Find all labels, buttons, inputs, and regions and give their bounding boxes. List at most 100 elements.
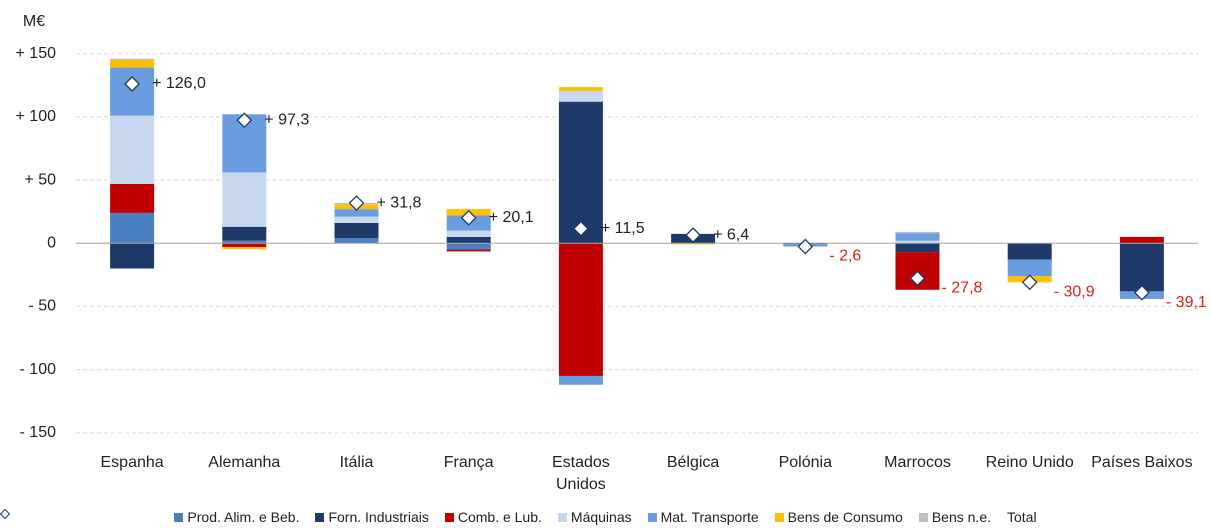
legend-item: Máquinas — [557, 509, 632, 525]
total-marker — [797, 238, 814, 255]
total-label: - 39,1 — [1166, 294, 1207, 311]
y-tick-label: + 150 — [16, 45, 57, 62]
legend-item: Forn. Industriais — [315, 509, 429, 525]
legend-label: Prod. Alim. e Beb. — [187, 509, 300, 525]
legend-swatch — [444, 512, 454, 522]
bar-segment — [1119, 243, 1164, 292]
bar-segment — [671, 243, 716, 245]
total-marker — [124, 76, 141, 92]
bar-segment — [558, 375, 603, 385]
legend-swatch — [918, 512, 928, 522]
total-label: + 97,3 — [264, 111, 309, 128]
legend-item: Mat. Transporte — [647, 509, 759, 525]
x-tick-label: Itália — [339, 454, 374, 471]
x-tick-label: França — [443, 454, 494, 471]
bar-segment — [1007, 243, 1052, 260]
legend-label: Mat. Transporte — [660, 509, 759, 525]
legend-item: Total — [0, 509, 1037, 525]
bar-segment — [334, 209, 379, 217]
x-tick-label: Reino Unido — [985, 454, 1074, 471]
legend-swatch — [647, 512, 657, 522]
total-marker — [236, 112, 253, 129]
bar-segment — [895, 240, 940, 244]
bar-segment — [446, 251, 491, 252]
total-marker — [572, 220, 589, 237]
x-tick-label: Polónia — [778, 454, 832, 471]
bar-segment — [446, 230, 491, 237]
bar-segment — [110, 183, 155, 213]
legend-label: Forn. Industriais — [328, 509, 429, 525]
bar-segment — [110, 212, 155, 244]
legend-swatch — [557, 512, 567, 522]
y-tick-label: + 50 — [24, 171, 56, 188]
bar-segment — [110, 243, 155, 269]
total-marker — [460, 209, 477, 226]
legend-label: Bens de Consumo — [787, 509, 903, 525]
legend-item: Bens de Consumo — [774, 509, 903, 525]
y-tick-label: - 50 — [28, 298, 56, 315]
legend-label: Máquinas — [570, 509, 632, 525]
bar-segment — [446, 236, 491, 244]
legend-item: Prod. Alim. e Beb. — [174, 509, 299, 525]
bar-segment — [222, 226, 267, 241]
bar-segment — [334, 216, 379, 224]
bar-segment — [222, 247, 267, 250]
y-tick-label: - 100 — [20, 361, 57, 378]
legend-swatch — [0, 509, 10, 519]
x-tick-label: Bélgica — [666, 454, 720, 471]
total-marker — [685, 227, 702, 244]
legend-item: Bens n.e. — [918, 509, 991, 525]
legend-label: Total — [1007, 509, 1037, 525]
total-label: - 2,6 — [829, 248, 861, 265]
x-tick-label: Espanha — [100, 454, 164, 471]
legend: Prod. Alim. e Beb. Forn. Industriais Comb.… — [0, 509, 1211, 525]
bar-segment — [1119, 236, 1164, 244]
bar-segment — [895, 243, 940, 253]
legend-swatch — [315, 512, 325, 522]
bar-segment — [334, 223, 379, 239]
y-tick-label: + 100 — [16, 108, 57, 125]
bar-segment — [222, 172, 267, 227]
total-label: + 31,8 — [377, 194, 422, 211]
legend-diamond — [0, 509, 10, 519]
bar-segment — [895, 231, 940, 234]
legend-swatch — [174, 512, 184, 522]
total-label: - 27,8 — [942, 280, 983, 297]
y-tick-label: - 150 — [20, 424, 57, 441]
bar-segment — [334, 238, 379, 244]
bar-segment — [558, 101, 603, 244]
legend-item: Comb. e Lub. — [444, 509, 542, 525]
y-axis-unit: M€ — [23, 13, 45, 30]
x-tick-label: Marrocos — [884, 454, 951, 471]
y-tick-label: 0 — [47, 234, 56, 251]
x-tick-label: Estados Unidos — [551, 454, 610, 493]
total-label: + 11,5 — [601, 220, 645, 237]
legend-label: Bens n.e. — [931, 509, 991, 525]
total-marker — [348, 195, 365, 211]
bar-segment — [446, 243, 491, 250]
total-label: - 30,9 — [1054, 284, 1095, 301]
x-tick-label: Países Baixos — [1091, 454, 1193, 471]
bar-segment — [110, 58, 155, 60]
bar-segment — [895, 233, 940, 241]
bar-segment — [1007, 259, 1052, 277]
bar-segment — [222, 240, 267, 244]
legend-swatch — [774, 512, 784, 522]
bar-segment — [446, 249, 491, 252]
total-marker — [1133, 284, 1150, 301]
bar-segment — [558, 87, 603, 91]
total-label: + 6,4 — [713, 226, 749, 243]
total-label: + 126,0 — [152, 75, 206, 92]
bar-segment — [558, 90, 603, 102]
bar-segment — [558, 243, 603, 376]
bar-segment — [110, 59, 155, 68]
total-marker — [1021, 274, 1038, 291]
x-tick-label: Alemanha — [208, 454, 281, 471]
bar-segment — [222, 243, 267, 248]
total-label: + 20,1 — [489, 209, 534, 226]
total-marker — [909, 270, 926, 287]
legend-label: Comb. e Lub. — [457, 509, 542, 525]
bar-segment — [110, 115, 155, 184]
